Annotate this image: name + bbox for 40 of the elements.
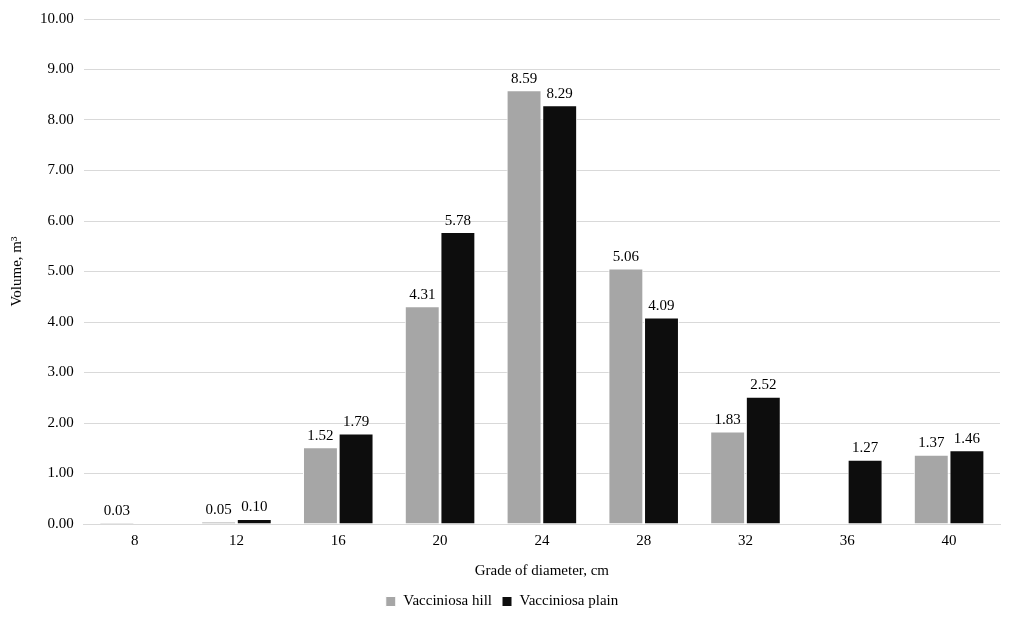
data-label: 1.83 — [714, 411, 741, 428]
x-tick-label: 8 — [130, 531, 139, 548]
x-tick-label: 28 — [636, 531, 652, 548]
y-tick-label: 8.00 — [47, 110, 74, 127]
y-tick-label: 0.00 — [47, 514, 74, 531]
y-tick-label: 9.00 — [47, 60, 74, 77]
x-tick-label: 36 — [839, 531, 856, 548]
legend-label: Vacciniosa hill — [403, 592, 493, 609]
x-tick-label: 12 — [228, 531, 244, 548]
legend-label: Vacciniosa plain — [519, 592, 619, 609]
x-tick-label: 20 — [432, 531, 448, 548]
data-label: 4.31 — [409, 285, 436, 302]
data-label: 8.59 — [510, 69, 538, 86]
data-label: 0.05 — [205, 500, 232, 517]
y-axis-title: Volume, m³ — [7, 235, 24, 307]
y-tick-label: 1.00 — [47, 464, 74, 481]
x-tick-label: 40 — [941, 531, 957, 548]
y-tick-label: 7.00 — [47, 161, 74, 178]
y-tick-label: 5.00 — [47, 262, 74, 279]
data-label: 0.10 — [241, 498, 268, 515]
x-axis-title: Grade of diameter, cm — [474, 561, 610, 578]
y-tick-label: 10.00 — [40, 9, 74, 26]
data-label: 1.37 — [918, 434, 945, 451]
x-tick-label: 24 — [534, 531, 550, 548]
y-tick-label: 2.00 — [47, 413, 74, 430]
data-label: 1.27 — [851, 439, 879, 456]
data-label: 4.09 — [648, 296, 675, 313]
data-label: 5.06 — [612, 247, 640, 264]
data-label: 1.52 — [307, 426, 334, 443]
data-label: 2.52 — [750, 376, 777, 393]
data-label: 0.03 — [103, 501, 130, 518]
data-label: 1.79 — [342, 413, 370, 430]
y-tick-label: 4.00 — [47, 312, 74, 329]
data-label: 1.46 — [953, 429, 981, 446]
data-label: 8.29 — [546, 84, 573, 101]
x-tick-label: 16 — [330, 531, 347, 548]
data-label: 5.78 — [444, 211, 472, 228]
x-tick-label: 32 — [737, 531, 753, 548]
y-tick-label: 6.00 — [47, 211, 74, 228]
y-tick-label: 3.00 — [47, 363, 74, 380]
